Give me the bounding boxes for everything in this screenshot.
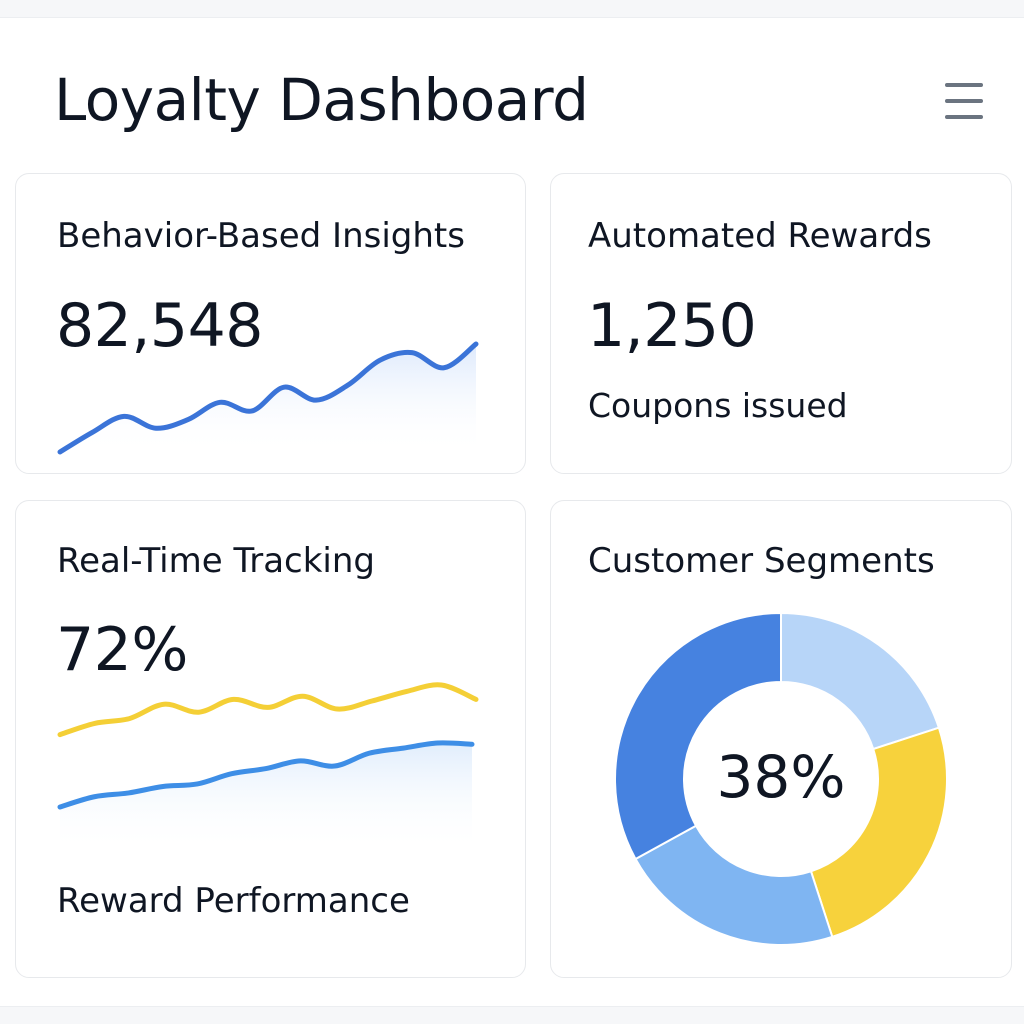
rewards-card-value: 1,250: [587, 291, 757, 361]
tracking-card-value: 72%: [56, 615, 188, 685]
insights-card-value: 82,548: [56, 291, 263, 361]
menu-line: [945, 99, 983, 103]
donut-slice-3[interactable]: [634, 824, 834, 946]
page-title: Loyalty Dashboard: [54, 66, 589, 134]
insights-card[interactable]: Behavior-Based Insights 82,548: [15, 173, 526, 474]
segments-donut-center-label: 38%: [716, 743, 846, 811]
dashboard-screen: Loyalty Dashboard Behavior-Based Insight…: [0, 17, 1024, 1007]
segments-card[interactable]: Customer Segments 38%: [550, 500, 1012, 978]
tracking-sparkline-blue-line: [57, 740, 475, 810]
insights-sparkline-line: [57, 341, 479, 455]
rewards-card-subtitle: Coupons issued: [588, 386, 848, 425]
tracking-sparkline-area: [60, 742, 472, 851]
rewards-card[interactable]: Automated Rewards 1,250 Coupons issued: [550, 173, 1012, 474]
insights-card-title: Behavior-Based Insights: [57, 216, 465, 256]
tracking-card-footer: Reward Performance: [57, 881, 410, 921]
header: Loyalty Dashboard: [0, 18, 1024, 173]
segments-donut-chart: [614, 611, 948, 946]
tracking-sparkline: [57, 682, 479, 851]
tracking-sparkline-yellow-line: [57, 682, 479, 738]
donut-slice-1[interactable]: [780, 611, 941, 751]
insights-sparkline: [57, 341, 479, 455]
tracking-card[interactable]: Real-Time Tracking 72% Reward Performanc…: [15, 500, 526, 978]
menu-line: [945, 83, 983, 87]
donut-slice-4[interactable]: [614, 611, 782, 861]
hamburger-menu-icon[interactable]: [942, 80, 988, 122]
menu-line: [945, 115, 983, 119]
donut-slice-2[interactable]: [809, 726, 948, 939]
rewards-card-title: Automated Rewards: [588, 216, 932, 256]
segments-card-title: Customer Segments: [588, 541, 935, 581]
tracking-card-title: Real-Time Tracking: [57, 541, 376, 581]
